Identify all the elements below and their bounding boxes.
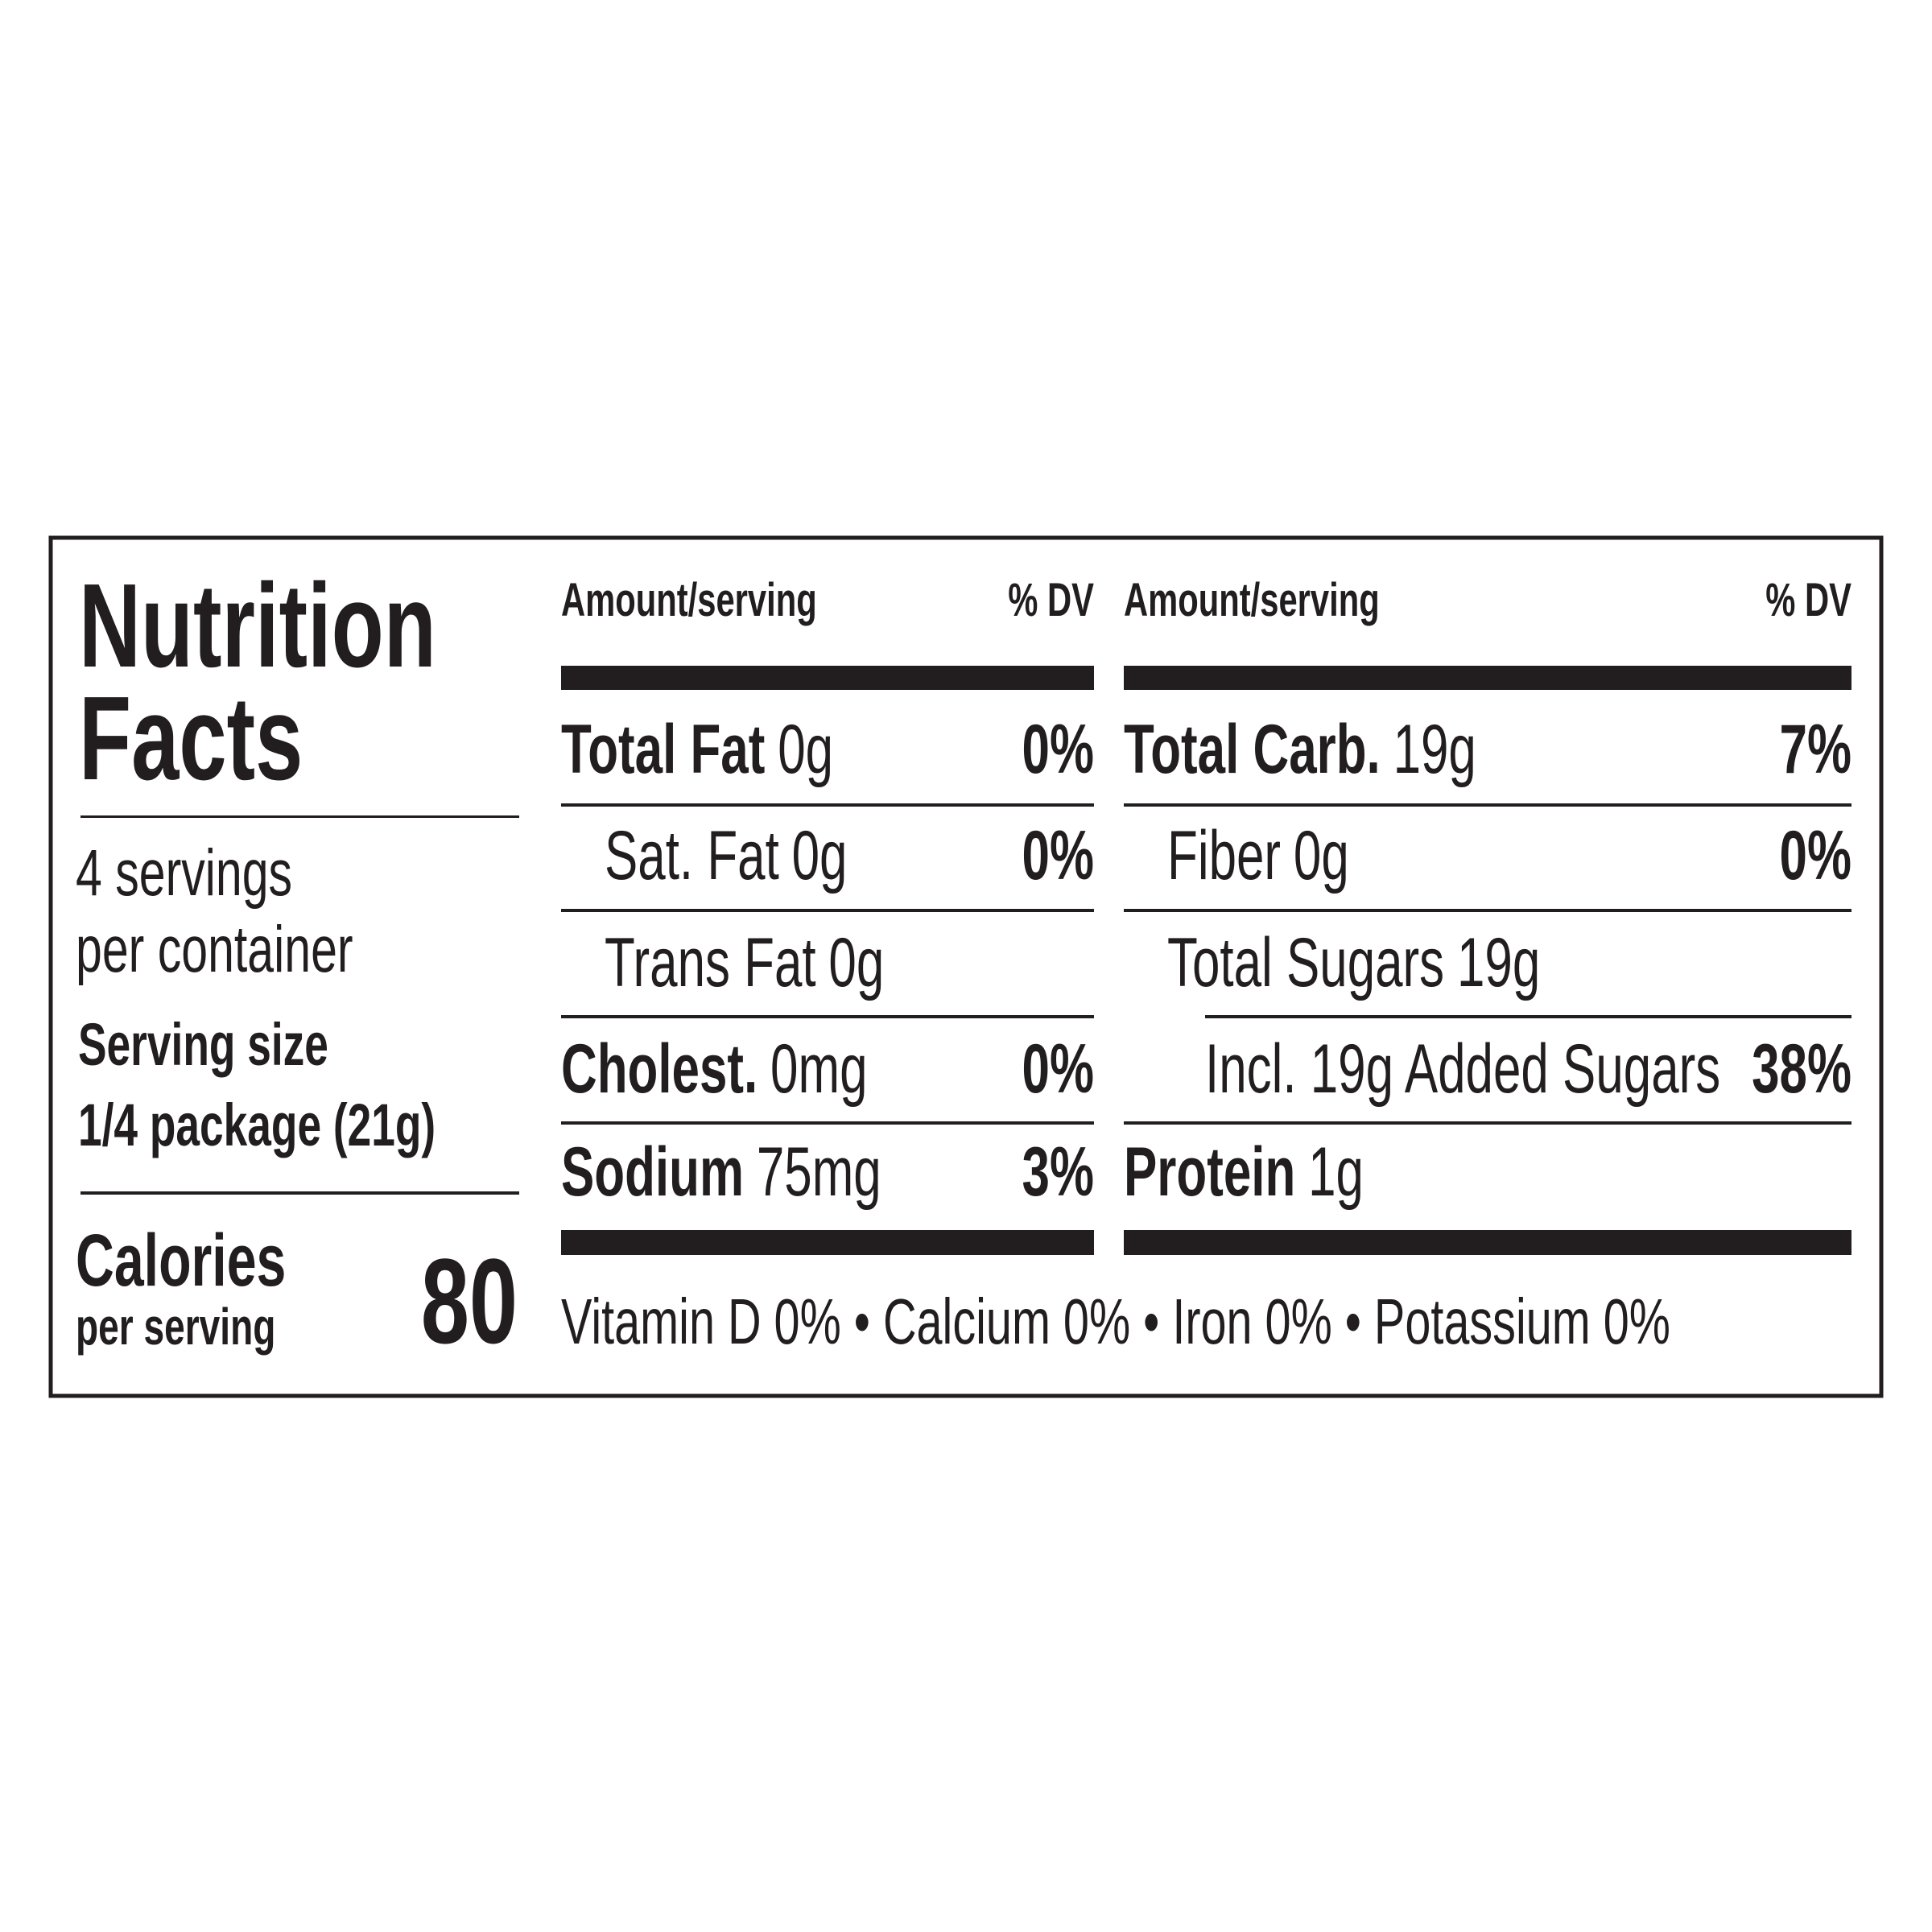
divider bbox=[80, 1191, 519, 1195]
nutrient-row-part: 0g bbox=[792, 816, 848, 894]
daily-value-part: 0% bbox=[1022, 1030, 1094, 1107]
column-header-part: % DV bbox=[1765, 573, 1852, 625]
title-part: Nutrition bbox=[79, 559, 436, 692]
row-divider bbox=[1124, 1121, 1852, 1125]
nutrient-row-part: 0g bbox=[828, 923, 884, 1001]
calories-label: Calories bbox=[76, 1218, 286, 1301]
nutrient-row-part: Total Carb. bbox=[1124, 710, 1381, 787]
serving-size-label-part: Serving size bbox=[78, 1011, 328, 1078]
serving-size: 1/4 package (21g) bbox=[78, 1092, 436, 1158]
daily-value: 0% bbox=[1022, 1030, 1094, 1107]
nutrient-row-part: 19g bbox=[1457, 923, 1540, 1001]
daily-value: 7% bbox=[1780, 710, 1852, 787]
nutrient-row-part: Trans Fat bbox=[605, 923, 816, 1001]
thick-bar bbox=[1124, 666, 1852, 690]
calories-value-part: 80 bbox=[421, 1234, 518, 1369]
nutrient-row-part: 1g bbox=[1308, 1133, 1364, 1210]
nutrient-row: Total Carb. 19g bbox=[1124, 710, 1476, 787]
row-divider bbox=[1124, 909, 1852, 912]
nutrient-row-part: 0g bbox=[778, 710, 833, 787]
nutrient-row-part: 75mg bbox=[757, 1133, 881, 1210]
title: Nutrition bbox=[79, 559, 436, 692]
servings: per container bbox=[76, 913, 353, 987]
nutrient-row: Sodium 75mg bbox=[561, 1133, 881, 1210]
title-part: Facts bbox=[79, 672, 303, 805]
servings: 4 servings bbox=[76, 836, 292, 910]
thick-bar bbox=[561, 666, 1094, 690]
nutrient-row-part: Cholest. bbox=[561, 1030, 758, 1107]
title: Facts bbox=[79, 672, 303, 805]
nutrient-row-part: Incl. 19g Added Sugars bbox=[1205, 1030, 1720, 1107]
daily-value: 0% bbox=[1780, 816, 1852, 894]
row-divider bbox=[561, 803, 1094, 807]
row-divider bbox=[561, 909, 1094, 912]
nutrient-row-part: 0g bbox=[1294, 816, 1349, 894]
nutrient-row-part: Sat. Fat bbox=[605, 816, 779, 894]
servings-part: per container bbox=[76, 913, 353, 987]
daily-value: 38% bbox=[1752, 1030, 1852, 1107]
serving-size-label: Serving size bbox=[78, 1011, 328, 1078]
vitamins-footer-part: Vitamin D 0% • Calcium 0% • Iron 0% • Po… bbox=[561, 1286, 1670, 1358]
column-header-part: Amount/serving bbox=[1124, 573, 1380, 625]
column-header: Amount/serving bbox=[561, 573, 817, 625]
column-header: Amount/serving bbox=[1124, 573, 1380, 625]
nutrient-row-part: Total Fat bbox=[561, 710, 765, 787]
daily-value: 0% bbox=[1022, 816, 1094, 894]
column-header-part: % DV bbox=[1008, 573, 1094, 625]
daily-value-part: 38% bbox=[1752, 1030, 1852, 1107]
column-header: % DV bbox=[1008, 573, 1094, 625]
thick-bar bbox=[1124, 1230, 1852, 1255]
column-header-part: Amount/serving bbox=[561, 573, 817, 625]
servings-part: 4 servings bbox=[76, 836, 292, 910]
nutrient-row-part: Fiber bbox=[1167, 816, 1281, 894]
nutrient-row: Cholest. 0mg bbox=[561, 1030, 868, 1107]
daily-value-part: 0% bbox=[1022, 816, 1094, 894]
serving-size-part: 1/4 package (21g) bbox=[78, 1092, 436, 1158]
calories-label-part: Calories bbox=[76, 1218, 286, 1301]
nutrient-row: Fiber 0g bbox=[1167, 816, 1349, 894]
row-divider bbox=[1124, 803, 1852, 807]
nutrient-row-part: Total Sugars bbox=[1167, 923, 1444, 1001]
nutrient-row: Total Sugars 19g bbox=[1167, 923, 1540, 1001]
column-header: % DV bbox=[1765, 573, 1852, 625]
daily-value-part: 7% bbox=[1780, 710, 1852, 787]
calories-sublabel-part: per serving bbox=[76, 1298, 275, 1356]
daily-value-part: 0% bbox=[1780, 816, 1852, 894]
row-divider bbox=[1205, 1015, 1852, 1018]
daily-value: 0% bbox=[1022, 710, 1094, 787]
divider bbox=[80, 815, 519, 818]
daily-value-part: 3% bbox=[1022, 1133, 1094, 1210]
nutrient-row: Incl. 19g Added Sugars bbox=[1205, 1030, 1720, 1107]
row-divider bbox=[561, 1121, 1094, 1125]
vitamins-footer: Vitamin D 0% • Calcium 0% • Iron 0% • Po… bbox=[561, 1286, 1670, 1358]
nutrient-row: Sat. Fat 0g bbox=[605, 816, 847, 894]
nutrient-row-part: 19g bbox=[1393, 710, 1476, 787]
daily-value: 3% bbox=[1022, 1133, 1094, 1210]
nutrient-row: Trans Fat 0g bbox=[605, 923, 884, 1001]
nutrient-row: Total Fat 0g bbox=[561, 710, 833, 787]
nutrient-row-part: 0mg bbox=[770, 1030, 867, 1107]
calories-sublabel: per serving bbox=[76, 1298, 275, 1356]
nutrient-row-part: Sodium bbox=[561, 1133, 744, 1210]
row-divider bbox=[561, 1015, 1094, 1018]
nutrient-row: Protein 1g bbox=[1124, 1133, 1364, 1210]
calories-value: 80 bbox=[421, 1234, 518, 1369]
daily-value-part: 0% bbox=[1022, 710, 1094, 787]
thick-bar bbox=[561, 1230, 1094, 1255]
nutrient-row-part: Protein bbox=[1124, 1133, 1295, 1210]
